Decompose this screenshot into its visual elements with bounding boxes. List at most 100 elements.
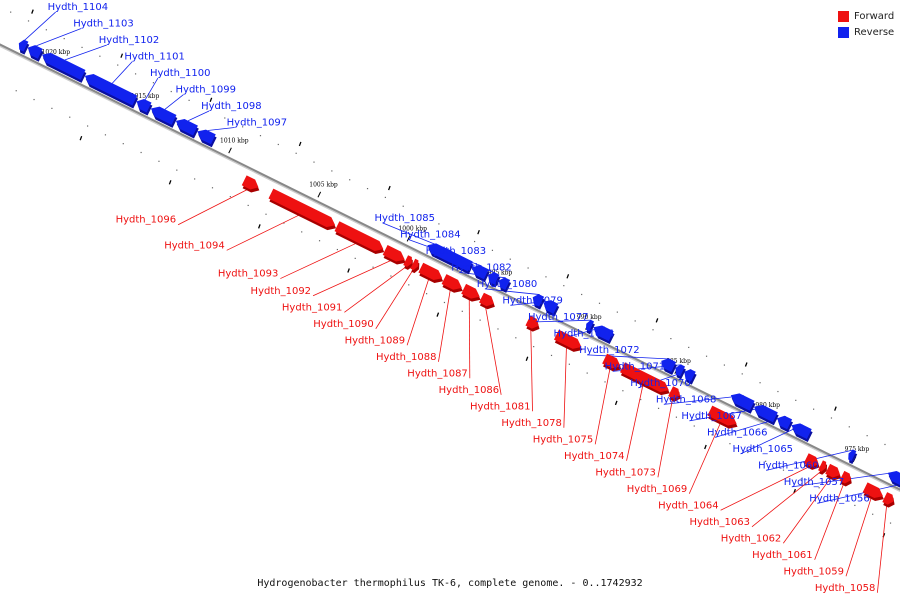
minor-tick-dot (140, 151, 142, 154)
minor-tick-mark (387, 185, 391, 191)
gene-Hydth_1065 (791, 423, 812, 440)
minor-tick-dot (800, 478, 802, 480)
gene-Hydth_1100 (136, 98, 152, 113)
minor-tick-dot (158, 160, 160, 162)
gene-Hydth_1070 (684, 369, 696, 382)
axis-tick (317, 191, 322, 198)
minor-tick-dot (491, 249, 494, 251)
leader-line (406, 277, 430, 346)
minor-tick-dot (408, 284, 410, 286)
leader-line (484, 305, 502, 395)
minor-tick-dot (818, 487, 820, 489)
gene-Hydth_1068 (730, 393, 755, 411)
minor-tick-dot (277, 143, 279, 146)
gene-label: Hydth_1062 (721, 533, 782, 544)
gene-Hydth_1067 (753, 404, 778, 423)
minor-tick-dot (652, 329, 654, 331)
leader-line (663, 395, 744, 405)
gene-label: Hydth_1100 (150, 68, 211, 79)
minor-tick-dot (313, 161, 315, 163)
gene-label: Hydth_1066 (707, 427, 768, 438)
legend-forward-swatch (838, 10, 849, 22)
axis-tick (406, 235, 411, 242)
minor-tick-dot (670, 337, 672, 340)
leader-line (782, 476, 832, 544)
gene-Hydth_1093 (334, 221, 384, 251)
minor-tick-dot (117, 64, 119, 66)
gene-Hydth_1087 (461, 283, 480, 299)
minor-tick-dot (533, 346, 535, 348)
genome-caption: Hydrogenobacter thermophilus TK-6, compl… (257, 578, 643, 589)
gene-label: Hydth_1085 (375, 213, 436, 224)
minor-tick-dot (479, 319, 481, 321)
leader-line (530, 328, 533, 412)
minor-tick-dot (301, 231, 303, 233)
minor-tick-mark (477, 229, 480, 235)
minor-tick-dot (622, 390, 624, 392)
leader-line (177, 188, 250, 226)
gene-label: Hydth_1074 (564, 451, 625, 462)
minor-tick-mark (31, 9, 34, 14)
minor-tick-dot (688, 346, 690, 349)
gene-label: Hydth_1086 (439, 385, 500, 396)
minor-tick-dots (10, 9, 892, 538)
gene-Hydth_1071 (675, 364, 686, 377)
minor-tick-dot (765, 460, 767, 462)
minor-tick-mark (79, 135, 83, 141)
gene-Hydth_1092 (382, 245, 405, 262)
gene-label: Hydth_1068 (656, 394, 717, 405)
legend-forward-label: Forward (854, 10, 895, 22)
minor-tick-dot (336, 248, 338, 251)
minor-tick-dot (349, 179, 351, 181)
minor-tick-dot (598, 302, 601, 304)
leader-line (510, 300, 553, 306)
minor-tick-dot (27, 20, 30, 22)
minor-tick-dot (443, 301, 446, 304)
minor-tick-dot (69, 116, 71, 118)
minor-tick-dot (259, 135, 262, 137)
gene-label: Hydth_1069 (627, 484, 688, 495)
gene-label: Hydth_1083 (426, 246, 487, 257)
leader-line (24, 11, 56, 41)
minor-tick-dot (188, 99, 190, 101)
legend-reverse-label: Reverse (854, 26, 895, 38)
minor-tick-dot (759, 382, 761, 384)
gene-Hydth_1077 (585, 319, 595, 332)
minor-tick-dot (438, 223, 440, 225)
minor-tick-mark (704, 444, 707, 450)
leader-line (688, 421, 722, 494)
minor-tick-dot (390, 275, 392, 277)
gene-Hydth_1066 (777, 415, 793, 430)
gene-Hydth_1103 (27, 45, 43, 59)
minor-tick-mark (209, 97, 213, 103)
gene-label: Hydth_1093 (218, 269, 279, 280)
leader-line (375, 269, 414, 329)
gene-Hydth_1086 (479, 292, 494, 307)
gene-features (18, 39, 900, 508)
gene-label: Hydth_1057 (784, 477, 845, 488)
legend-reverse: Reverse (838, 24, 894, 40)
minor-tick-dot (10, 11, 12, 13)
minor-tick-dot (545, 276, 547, 278)
gene-Hydth_1085 (427, 243, 473, 272)
minor-tick-dot (581, 293, 583, 296)
gene-label: Hydth_1071 (605, 361, 666, 372)
gene-label: Hydth_1087 (407, 368, 468, 379)
minor-tick-dot (456, 232, 458, 234)
gene-Hydth_1096 (241, 175, 259, 190)
minor-tick-dot (729, 443, 731, 445)
gene-label: Hydth_1078 (501, 418, 562, 429)
legend-reverse-swatch (838, 26, 849, 38)
gene-Hydth_1073 (668, 386, 680, 399)
minor-tick-dot (283, 222, 285, 224)
axis-line-shadow (0, 44, 900, 493)
leader-line (626, 383, 644, 461)
minor-tick-dot (854, 504, 856, 507)
gene-Hydth_1063 (818, 460, 827, 472)
minor-tick-mark (168, 180, 172, 185)
gene-Hydth_1076 (593, 325, 614, 342)
gene-label: Hydth_1080 (477, 279, 538, 290)
minor-tick-dot (675, 416, 678, 418)
leader-line (144, 77, 159, 100)
minor-tick-dot (81, 46, 83, 49)
